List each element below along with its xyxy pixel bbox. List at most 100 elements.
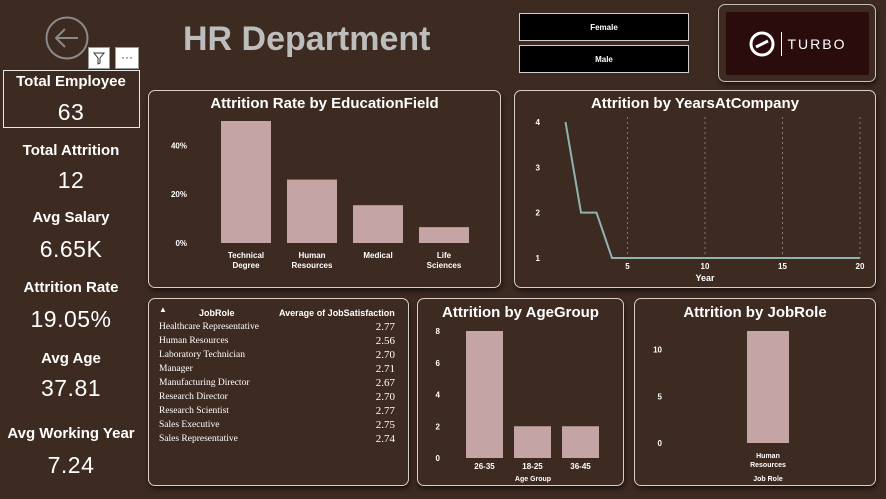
chart-title: Attrition Rate by EducationField	[210, 95, 439, 112]
y-tick-label: 8	[436, 327, 441, 336]
y-tick-label: 0%	[175, 239, 187, 248]
years-attrition-chart-panel[interactable]: Attrition by YearsAtCompany 5 10 15 20 1 2 3 4 Y…	[514, 90, 876, 288]
slicer-option-label: Female	[590, 22, 618, 32]
table-cell-role: Manager	[159, 364, 193, 374]
bar[interactable]	[287, 179, 337, 243]
chart-title: Attrition by AgeGroup	[442, 304, 599, 321]
y-tick-label: 10	[653, 346, 662, 355]
table-row[interactable]: Sales Representative 2.74	[159, 433, 395, 447]
kpi-value: 19.05%	[30, 306, 112, 332]
bar[interactable]	[221, 121, 271, 243]
more-options-button[interactable]: ···	[115, 47, 139, 69]
kpi-total-employee-card[interactable]	[3, 70, 140, 128]
back-arrow-icon	[45, 16, 89, 60]
table-cell-value: 2.71	[375, 363, 395, 375]
bar[interactable]	[419, 227, 469, 243]
y-tick-label: 3	[536, 163, 541, 172]
table-row[interactable]: Research Director 2.70	[159, 391, 395, 405]
logo-card: TURBO	[718, 4, 876, 82]
table-cell-value: 2.77	[375, 405, 395, 417]
y-tick-label: 4	[436, 391, 441, 400]
years-attrition-chart: 5 10 15 20 1 2 3 4 Year	[536, 117, 865, 283]
x-tick-label: 18-25	[522, 462, 543, 471]
x-tick-label: 20	[856, 262, 865, 271]
table-cell-value: 2.74	[375, 433, 395, 445]
table-cell-role: Healthcare Representative	[159, 322, 259, 332]
y-tick-label: 0	[436, 454, 441, 463]
x-tick-label: Medical	[363, 251, 392, 260]
table-cell-value: 2.75	[375, 419, 395, 431]
table-row[interactable]: Research Scientist 2.77	[159, 405, 395, 419]
chart-title: Attrition by JobRole	[683, 304, 827, 321]
kpi-label: Total Employee	[16, 73, 126, 90]
table-row[interactable]: Healthcare Representative 2.77	[159, 321, 395, 335]
chart-title: Attrition by YearsAtCompany	[590, 95, 800, 112]
table-row[interactable]: Human Resources 2.56	[159, 335, 395, 349]
education-attrition-chart: 0% 20% 40% Technical Degree Human Resources Med…	[171, 121, 469, 270]
kpi-value: 7.24	[47, 452, 95, 478]
x-axis-label: Year	[695, 273, 715, 283]
slicer-option-female[interactable]: Female	[519, 13, 689, 41]
y-tick-label: 4	[536, 118, 541, 127]
kpi-value: 63	[57, 99, 85, 125]
x-axis-label: Job Role	[753, 476, 783, 483]
kpi-value: 12	[57, 167, 85, 193]
y-tick-label: 6	[436, 359, 441, 368]
kpi-label: Attrition Rate	[23, 279, 119, 296]
kpi-label: Avg Age	[41, 350, 101, 367]
bar[interactable]	[562, 426, 599, 458]
y-tick-label: 2	[436, 422, 441, 431]
kpi-value: 6.65K	[39, 236, 103, 262]
sort-up-icon[interactable]: ▲	[159, 305, 167, 314]
jobrole-satisfaction-table-panel[interactable]: ▲ JobRole Average of JobSatisfaction Hea…	[148, 298, 409, 486]
jobrole-attrition-chart-panel[interactable]: Attrition by JobRole 0 5 10 Human Resources J…	[634, 298, 876, 486]
x-tick-label: Human Resources	[750, 453, 786, 469]
filter-button[interactable]	[88, 47, 110, 69]
back-button[interactable]	[45, 16, 89, 60]
table-header-jobsatisfaction[interactable]: Average of JobSatisfaction	[279, 308, 395, 318]
jobrole-attrition-chart: 0 5 10 Human Resources Job Role	[653, 331, 789, 483]
bar[interactable]	[747, 331, 789, 443]
kpi-label: Total Attrition	[22, 142, 120, 159]
table-row[interactable]: Sales Executive 2.75	[159, 419, 395, 433]
logo-text: TURBO	[787, 35, 847, 52]
x-tick-label: Technical Degree	[228, 251, 264, 270]
bar[interactable]	[514, 426, 551, 458]
y-tick-label: 1	[536, 254, 541, 263]
turbo-logo-icon	[749, 31, 774, 56]
x-axis-label: Age Group	[515, 476, 551, 483]
table-cell-role: Research Scientist	[159, 406, 229, 416]
table-row[interactable]: Manager 2.71	[159, 363, 395, 377]
table-cell-value: 2.70	[375, 391, 395, 403]
x-tick-label: Human Resources	[292, 251, 333, 270]
table-cell-role: Human Resources	[159, 336, 229, 346]
series-line[interactable]	[564, 121, 861, 259]
slicer-option-label: Male	[595, 54, 613, 64]
y-tick-label: 20%	[171, 190, 187, 199]
x-tick-label: Life Sciences	[427, 251, 462, 270]
filter-icon	[92, 52, 106, 65]
agegroup-attrition-chart-panel[interactable]: Attrition by AgeGroup 0 2 4 6 8 26-35 18-25 36-…	[417, 298, 624, 486]
slicer-option-male[interactable]: Male	[519, 45, 689, 73]
table-cell-role: Sales Representative	[159, 434, 238, 444]
page-title: HR Department	[183, 20, 431, 58]
table-row[interactable]: Manufacturing Director 2.67	[159, 377, 395, 391]
x-tick-label: 10	[701, 262, 710, 271]
agegroup-attrition-chart: 0 2 4 6 8 26-35 18-25 36-45 Age Group	[436, 327, 599, 483]
more-options-icon: ···	[121, 50, 133, 64]
table-cell-value: 2.67	[375, 377, 395, 389]
x-tick-label: 26-35	[474, 462, 495, 471]
kpi-label: Avg Salary	[32, 209, 110, 226]
table-body: Healthcare Representative 2.77 Human Reso…	[149, 321, 410, 481]
logo-separator	[780, 31, 782, 56]
table-row[interactable]: Laboratory Technician 2.70	[159, 349, 395, 363]
table-header-jobrole[interactable]: JobRole	[199, 308, 235, 318]
x-tick-label: 15	[778, 262, 787, 271]
y-tick-label: 40%	[171, 141, 187, 150]
table-cell-value: 2.77	[375, 321, 395, 333]
bar[interactable]	[466, 331, 503, 458]
y-tick-label: 0	[658, 439, 663, 448]
bar[interactable]	[353, 205, 403, 243]
education-attrition-chart-panel[interactable]: Attrition Rate by EducationField 0% 20% 40…	[148, 90, 501, 288]
y-tick-label: 2	[536, 209, 541, 218]
